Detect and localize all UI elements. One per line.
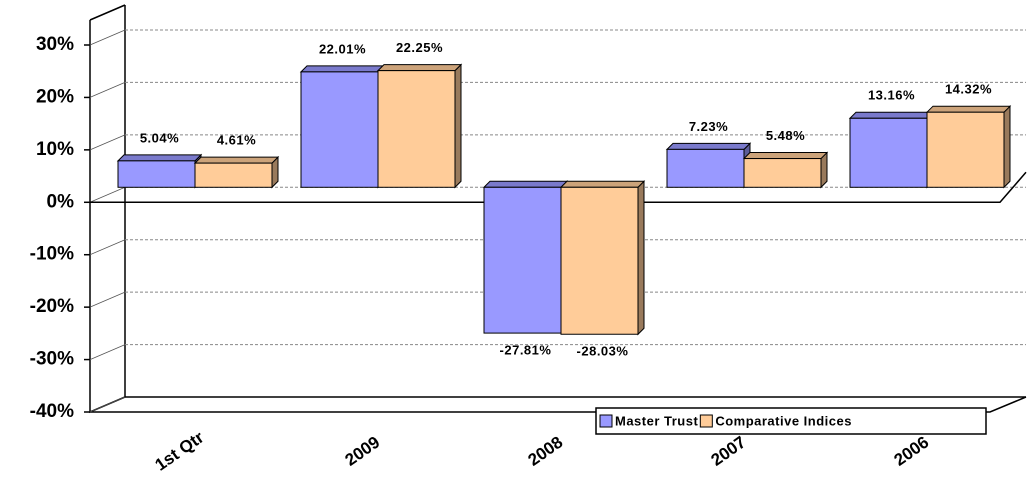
bar	[666, 148, 745, 188]
bar-side	[637, 180, 645, 336]
bar-top	[848, 111, 935, 119]
bar	[194, 162, 273, 188]
bar-top	[116, 154, 203, 162]
wall-line	[89, 134, 126, 151]
bar	[560, 186, 639, 335]
wall-line	[89, 291, 126, 308]
bar-top	[665, 142, 752, 150]
value-label: 22.01%	[319, 41, 366, 56]
bar-side	[454, 63, 462, 189]
bar-side	[1003, 105, 1011, 189]
y-tick-label: 10%	[36, 139, 74, 160]
wall-line	[89, 239, 126, 256]
y-tick-label: -20%	[30, 296, 74, 317]
y-tick-label: 30%	[36, 34, 74, 55]
legend-label: Master Trust	[615, 413, 698, 428]
bar	[743, 158, 822, 188]
x-tick-label: 2006	[890, 433, 932, 470]
legend-label: Comparative Indices	[715, 413, 852, 428]
bar	[300, 71, 379, 188]
legend-swatch	[699, 414, 713, 428]
wall-line	[89, 29, 126, 46]
x-tick-label: 2007	[707, 433, 749, 470]
y-tick-label: 20%	[36, 86, 74, 107]
value-label: 13.16%	[868, 88, 915, 103]
value-label: 14.32%	[945, 82, 992, 97]
bar-top	[482, 180, 569, 188]
legend-swatch	[599, 414, 613, 428]
value-label: -27.81%	[500, 343, 552, 358]
bar	[117, 160, 196, 188]
y-tick-label: 0%	[47, 191, 75, 212]
value-label: 5.04%	[140, 130, 179, 145]
legend: Master Trust Comparative Indices	[595, 407, 987, 435]
wall-line	[89, 344, 126, 360]
bar-top	[559, 180, 646, 188]
wall-line	[89, 82, 126, 98]
value-label: 22.25%	[396, 40, 443, 55]
value-label: 4.61%	[217, 133, 256, 148]
bar-top	[742, 152, 829, 160]
x-tick-label: 2009	[341, 433, 383, 470]
bar	[849, 117, 928, 188]
value-label: 5.48%	[766, 128, 805, 143]
wall-line	[89, 396, 126, 413]
y-tick-label: -10%	[30, 244, 74, 265]
bar-top	[299, 65, 386, 73]
floor	[90, 396, 1027, 413]
bar-top	[925, 105, 1012, 113]
zero-plane	[90, 171, 1027, 204]
wall-line	[89, 186, 126, 203]
y-tick-label: -30%	[30, 349, 74, 370]
bar-top	[193, 156, 280, 164]
x-tick-label: 1st Qtr	[152, 427, 208, 474]
bar-top	[376, 64, 463, 72]
bar	[926, 111, 1005, 188]
y-tick-label: -40%	[30, 401, 74, 422]
value-label: 7.23%	[689, 119, 728, 134]
x-tick-label: 2008	[524, 433, 566, 470]
bar	[377, 70, 456, 188]
bar	[483, 186, 562, 334]
legend-box	[595, 407, 987, 435]
value-label: -28.03%	[577, 344, 629, 359]
left-wall	[89, 4, 126, 414]
